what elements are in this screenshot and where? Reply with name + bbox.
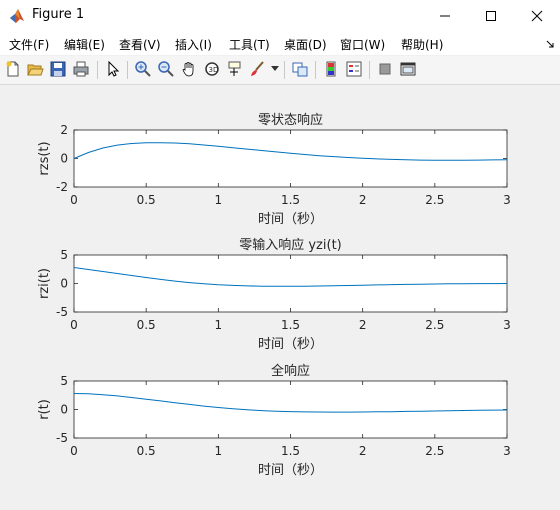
data-cursor-icon[interactable] <box>226 60 244 78</box>
x-tick-label: 1 <box>215 318 223 332</box>
zoom-in-icon[interactable] <box>134 60 152 78</box>
y-axis-label: r(t) <box>37 399 52 420</box>
x-axis-label: 时间（秒） <box>258 463 323 478</box>
x-tick-label: 2.5 <box>425 444 444 458</box>
toolbar: 3D <box>0 56 560 85</box>
minimize-icon <box>440 15 450 16</box>
pan-hand-icon[interactable] <box>180 60 198 78</box>
y-tick-label: 2 <box>60 123 68 137</box>
menu-help[interactable]: 帮助(H) <box>401 38 444 52</box>
maximize-icon <box>486 10 496 21</box>
x-tick-label: 0.5 <box>137 444 156 458</box>
x-tick-label: 2 <box>359 444 367 458</box>
y-tick-label: 0 <box>60 403 68 417</box>
y-tick-label: -2 <box>56 180 68 194</box>
y-tick-label: -5 <box>56 305 68 319</box>
series-line <box>73 393 508 413</box>
y-axis-label: rzs(t) <box>37 141 52 175</box>
x-tick-label: 1.5 <box>281 444 300 458</box>
link-plot-icon[interactable] <box>291 60 309 78</box>
x-axis-label: 时间（秒） <box>258 212 323 227</box>
new-figure-icon[interactable] <box>4 60 22 78</box>
svg-text:3D: 3D <box>209 66 219 74</box>
figure-canvas: 零状态响应 0 0.5 1 1.5 2 2.5 3 2 0 -2 时间（秒） rzs(t) 零输入响应 y… <box>0 85 560 506</box>
axes-box <box>73 129 508 188</box>
rotate-3d-icon[interactable]: 3D <box>203 60 221 78</box>
x-tick-label: 2 <box>359 318 367 332</box>
x-tick-label: 2 <box>359 193 367 207</box>
toolbar-separator <box>127 61 128 79</box>
menu-edit[interactable]: 编辑(E) <box>64 38 105 52</box>
matlab-logo-icon <box>10 9 24 23</box>
minimize-button[interactable] <box>422 0 468 31</box>
hide-plot-tools-icon[interactable] <box>376 60 394 78</box>
y-tick-label: 5 <box>60 374 68 388</box>
open-file-icon[interactable] <box>26 60 44 78</box>
series-line <box>73 142 508 161</box>
x-axis-label: 时间（秒） <box>258 337 323 352</box>
toolbar-separator <box>284 61 285 79</box>
x-tick-label: 0 <box>70 193 78 207</box>
close-icon <box>531 10 543 21</box>
legend-icon[interactable] <box>345 60 363 78</box>
x-tick-label: 1 <box>215 444 223 458</box>
x-tick-label: 1.5 <box>281 193 300 207</box>
y-tick-label: 0 <box>60 152 68 166</box>
x-tick-label: 0.5 <box>137 318 156 332</box>
x-tick-label: 0 <box>70 318 78 332</box>
y-tick-label: 5 <box>60 248 68 262</box>
x-tick-label: 0.5 <box>137 193 156 207</box>
toolbar-separator <box>97 61 98 79</box>
menu-desktop[interactable]: 桌面(D) <box>284 38 327 52</box>
menu-window[interactable]: 窗口(W) <box>340 38 386 52</box>
x-tick-label: 2.5 <box>425 193 444 207</box>
maximize-button[interactable] <box>468 0 514 31</box>
menu-tools[interactable]: 工具(T) <box>229 38 270 52</box>
subplot-title: 零状态响应 <box>258 112 323 128</box>
x-tick-label: 3 <box>503 318 511 332</box>
subplot-title: 零输入响应 yzi(t) <box>239 237 342 253</box>
menu-bar: 文件(F) 编辑(E) 查看(V) 插入(I) 工具(T) 桌面(D) 窗口(W… <box>0 31 560 55</box>
dock-arrow-icon[interactable] <box>545 39 555 49</box>
window-title: Figure 1 <box>32 7 85 22</box>
menu-insert[interactable]: 插入(I) <box>175 38 212 52</box>
show-plot-tools-icon[interactable] <box>399 60 417 78</box>
x-tick-label: 3 <box>503 444 511 458</box>
toolbar-separator <box>369 61 370 79</box>
toolbar-separator <box>315 61 316 79</box>
menu-file[interactable]: 文件(F) <box>9 38 50 52</box>
pointer-icon[interactable] <box>104 60 122 78</box>
subplot-title: 全响应 <box>271 363 310 379</box>
menu-view[interactable]: 查看(V) <box>119 38 161 52</box>
x-tick-label: 1.5 <box>281 318 300 332</box>
x-tick-label: 3 <box>503 193 511 207</box>
x-tick-label: 2.5 <box>425 318 444 332</box>
save-icon[interactable] <box>49 60 67 78</box>
y-tick-label: 0 <box>60 277 68 291</box>
zoom-out-icon[interactable] <box>157 60 175 78</box>
close-button[interactable] <box>514 0 560 31</box>
x-tick-label: 1 <box>215 193 223 207</box>
axes-box <box>73 380 508 439</box>
title-bar: Figure 1 <box>0 0 560 31</box>
y-axis-label: rzi(t) <box>37 268 52 299</box>
colorbar-icon[interactable] <box>322 60 340 78</box>
print-icon[interactable] <box>72 60 90 78</box>
x-tick-label: 0 <box>70 444 78 458</box>
series-line <box>73 267 508 287</box>
chevron-down-icon[interactable] <box>271 66 279 72</box>
y-tick-label: -5 <box>56 431 68 445</box>
brush-icon[interactable] <box>249 60 267 78</box>
